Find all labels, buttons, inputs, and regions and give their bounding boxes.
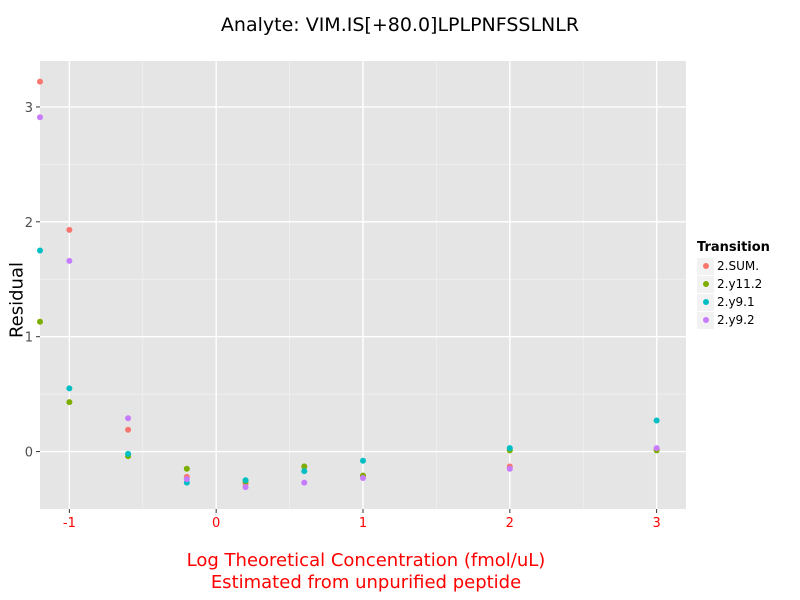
y-axis-label: Residual (6, 261, 28, 339)
data-point (301, 463, 308, 470)
legend-key (697, 275, 714, 293)
legend: Transition 2.SUM. 2.y11.2 2.y9.1 2.y9.2 (697, 240, 770, 329)
data-point (506, 465, 513, 472)
legend-label: 2.SUM. (717, 259, 760, 273)
y-tick-label: 0 (25, 446, 33, 461)
data-point (37, 247, 43, 254)
data-point (242, 477, 249, 484)
legend-key (697, 257, 714, 275)
legend-dot-icon (702, 263, 709, 269)
x-tick-label: 0 (212, 516, 220, 531)
x-axis-label-line-2: Estimated from unpurified peptide (210, 572, 522, 593)
legend-item: 2.y11.2 (697, 275, 770, 293)
data-point (301, 468, 308, 475)
data-point (125, 426, 132, 433)
data-point (183, 476, 190, 483)
x-tick-label: 1 (359, 516, 367, 531)
data-point (506, 445, 513, 452)
y-tick-label: 1 (25, 331, 33, 346)
data-point (37, 318, 43, 325)
legend-title: Transition (697, 240, 770, 255)
legend-item: 2.y9.1 (697, 293, 770, 311)
data-point (125, 415, 132, 422)
data-point (653, 417, 660, 424)
legend-label: 2.y9.2 (717, 313, 755, 327)
x-tick-label: 3 (652, 516, 660, 531)
data-point (37, 114, 43, 121)
chart-title: Analyte: VIM.IS[+80.0]LPLPNFSSLNLR (220, 14, 580, 36)
x-axis-label-line-1: Log Theoretical Concentration (fmol/uL) (186, 550, 546, 571)
legend-dot-icon (702, 317, 709, 323)
x-tick-label: -1 (63, 516, 76, 531)
data-point (183, 465, 190, 472)
legend-label: 2.y11.2 (717, 277, 763, 291)
y-tick-label: 2 (25, 216, 33, 231)
data-point (125, 450, 132, 457)
data-point (66, 385, 73, 392)
data-point (242, 484, 249, 491)
legend-item: 2.SUM. (697, 257, 770, 275)
x-tick-label: 2 (506, 516, 514, 531)
legend-key (697, 293, 714, 311)
data-point (653, 445, 660, 452)
data-point (37, 78, 43, 85)
data-point (66, 257, 73, 264)
legend-item: 2.y9.2 (697, 311, 770, 329)
y-tick-label: 3 (25, 101, 33, 116)
data-point (66, 399, 73, 406)
legend-key (697, 311, 714, 329)
data-point (360, 457, 366, 464)
data-point (66, 226, 73, 233)
legend-label: 2.y9.1 (717, 295, 755, 309)
legend-dot-icon (702, 281, 709, 287)
data-point (301, 479, 308, 486)
legend-dot-icon (702, 299, 709, 305)
data-point (360, 474, 366, 481)
